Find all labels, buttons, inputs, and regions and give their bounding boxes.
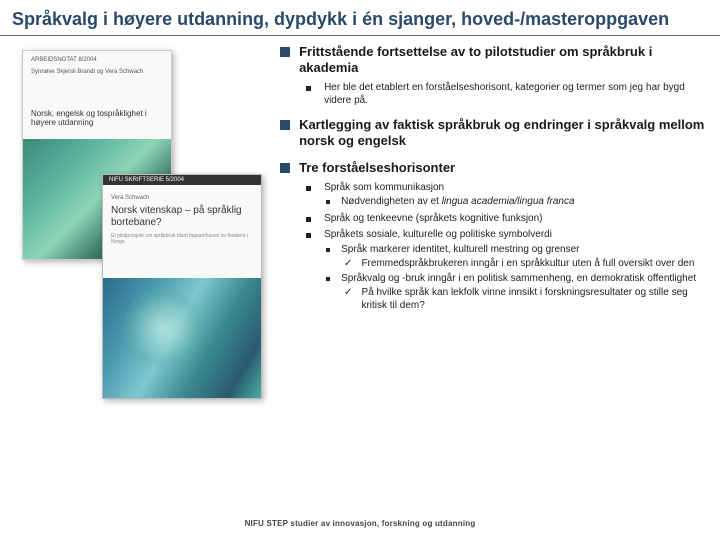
bullet-column: Frittstående fortsettelse av to pilotstu…	[272, 44, 708, 496]
sub-sub-bullet: Nødvendigheten av et lingua academia/lin…	[326, 196, 708, 209]
text-fragment: Nødvendigheten av et	[341, 196, 442, 207]
check-bullet: ✓ Fremmedspråkbrukeren inngår i en språk…	[344, 258, 708, 271]
footer-text: NIFU STEP studier av innovasjon, forskni…	[0, 519, 720, 528]
sub-sub-bullet-text: Språkvalg og -bruk inngår i en politisk …	[341, 273, 707, 286]
sub-bullet: Språkets sosiale, kulturelle og politisk…	[306, 229, 708, 312]
slide-title: Språkvalg i høyere utdanning, dypdykk i …	[0, 0, 720, 36]
report-cover-2: NIFU SKRIFTSERIE 5/2004 Vera Schwach Nor…	[102, 174, 262, 399]
main-bullet-2: Kartlegging av faktisk språkbruk og endr…	[280, 117, 708, 150]
square-bullet-icon	[306, 86, 311, 91]
check-bullet: ✓ På hvilke språk kan lekfolk vinne inns…	[344, 287, 708, 312]
square-bullet-icon	[280, 163, 290, 173]
square-bullet-icon	[326, 277, 330, 281]
main-bullet-1-text: Frittstående fortsettelse av to pilotstu…	[299, 44, 705, 77]
cover-images-column: ARBEIDSNOTAT 8/2004 Synnøve Skjersli Bra…	[12, 44, 272, 496]
sub-bullet-text: Språk og tenkeevne (språkets kognitive f…	[324, 213, 706, 226]
sub-bullet: Her ble det etablert en forståelseshoris…	[306, 82, 708, 107]
check-bullet-text: På hvilke språk kan lekfolk vinne innsik…	[361, 287, 707, 312]
sub-bullet-text: Her ble det etablert en forståelseshoris…	[324, 82, 706, 107]
sub-bullet-text: Språkets sosiale, kulturelle og politisk…	[324, 229, 706, 242]
square-bullet-icon	[280, 120, 290, 130]
cover2-series-bar: NIFU SKRIFTSERIE 5/2004	[103, 175, 261, 185]
italic-text: lingua academia/lingua franca	[442, 196, 575, 207]
sub-bullet: Språk og tenkeevne (språkets kognitive f…	[306, 213, 708, 226]
square-bullet-icon	[280, 47, 290, 57]
main-bullet-1: Frittstående fortsettelse av to pilotstu…	[280, 44, 708, 108]
cover1-title: Norsk, engelsk og tospråklighet i høyere…	[23, 107, 171, 130]
check-bullet-text: Fremmedspråkbrukeren inngår i en språkku…	[361, 258, 707, 271]
cover2-title: Norsk vitenskap – på språklig bortebane?	[103, 203, 261, 231]
sub-bullet: Språk som kommunikasjon Nødvendigheten a…	[306, 182, 708, 209]
square-bullet-icon	[306, 186, 311, 191]
sub-bullet-text: Språk som kommunikasjon	[324, 182, 706, 195]
sub-sub-bullet: Språkvalg og -bruk inngår i en politisk …	[326, 273, 708, 313]
sub-sub-bullet-text: Nødvendigheten av et lingua academia/lin…	[341, 196, 707, 209]
cover2-image	[103, 278, 261, 398]
square-bullet-icon	[326, 248, 330, 252]
sub-sub-bullet: Språk markerer identitet, kulturell mest…	[326, 244, 708, 271]
content-area: ARBEIDSNOTAT 8/2004 Synnøve Skjersli Bra…	[0, 36, 720, 496]
square-bullet-icon	[306, 217, 311, 222]
cover1-author: Synnøve Skjersli Brandt og Vera Schwach	[31, 69, 163, 75]
cover2-author: Vera Schwach	[103, 185, 261, 203]
main-bullet-3: Tre forståelseshorisonter Språk som komm…	[280, 160, 708, 313]
square-bullet-icon	[326, 200, 330, 204]
square-bullet-icon	[306, 233, 311, 238]
cover2-subtitle: Et pilotprosjekt om språkbruk blant fags…	[103, 231, 261, 247]
main-bullet-2-text: Kartlegging av faktisk språkbruk og endr…	[299, 117, 705, 150]
main-bullet-3-text: Tre forståelseshorisonter	[299, 160, 705, 176]
sub-sub-bullet-text: Språk markerer identitet, kulturell mest…	[341, 244, 707, 257]
check-icon: ✓	[344, 287, 352, 298]
check-icon: ✓	[344, 258, 352, 269]
